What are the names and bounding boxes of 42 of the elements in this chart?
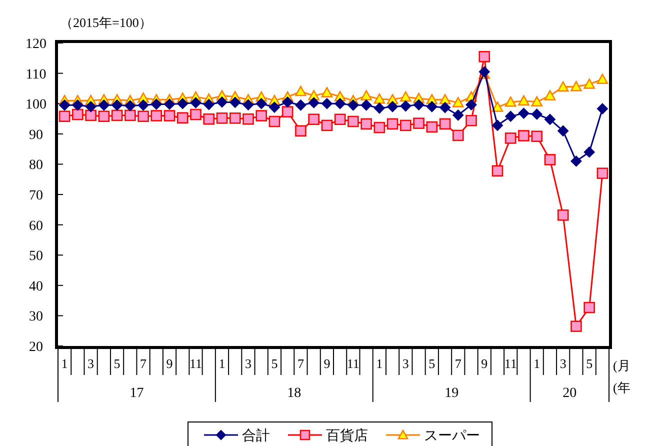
x-tick-label: 11 [189, 356, 202, 371]
text: 17 [130, 386, 144, 401]
y-tick-label: 60 [29, 218, 43, 234]
x-tick-label: 1 [61, 356, 68, 371]
text: 20 [562, 386, 577, 401]
y-tick-label: 80 [29, 158, 43, 174]
x-tick-label: 3 [402, 356, 409, 371]
y-tick-label: 110 [26, 67, 46, 82]
y-tick-label: 50 [29, 249, 43, 264]
x-tick-label: 7 [454, 356, 462, 371]
x-tick-label: 7 [140, 356, 148, 371]
y-tick-label: 30 [29, 310, 43, 325]
text: 19 [444, 386, 459, 401]
text: (年 [613, 380, 630, 395]
y-tick-label: 90 [29, 128, 43, 143]
legend-label: 百貨店 [326, 428, 368, 444]
legend-label: 合計 [242, 428, 270, 444]
x-tick-label: 11 [346, 356, 360, 371]
y-tick-label: 20 [29, 340, 43, 355]
x-axis-title: (月 [613, 358, 630, 373]
y-tick-label: 40 [29, 279, 43, 294]
text: 18 [287, 386, 302, 401]
x-tick-label: 1 [218, 356, 226, 371]
y-tick-label: 70 [29, 188, 43, 204]
x-tick-label: 5 [586, 356, 593, 371]
y-tick-label: 120 [26, 37, 46, 52]
x-tick-label: 5 [271, 356, 278, 371]
legend-label: スーパー [424, 429, 480, 444]
x-tick-label: 5 [114, 356, 120, 371]
y-tick-label: 100 [26, 98, 46, 113]
x-tick-label: 3 [88, 356, 94, 371]
x-tick-label: 3 [244, 356, 252, 371]
x-tick-label: 3 [560, 356, 566, 371]
x-tick-label: 9 [481, 356, 488, 371]
x-tick-label: 9 [166, 356, 173, 371]
x-tick-label: 5 [428, 356, 436, 371]
x-tick-label: 7 [297, 356, 304, 371]
x-tick-label: 1 [534, 356, 540, 371]
y-axis-title: （2015年=100） [60, 15, 152, 30]
x-tick-label: 1 [376, 356, 383, 371]
x-tick-label: 9 [324, 356, 330, 371]
x-tick-label: 11 [504, 356, 517, 371]
